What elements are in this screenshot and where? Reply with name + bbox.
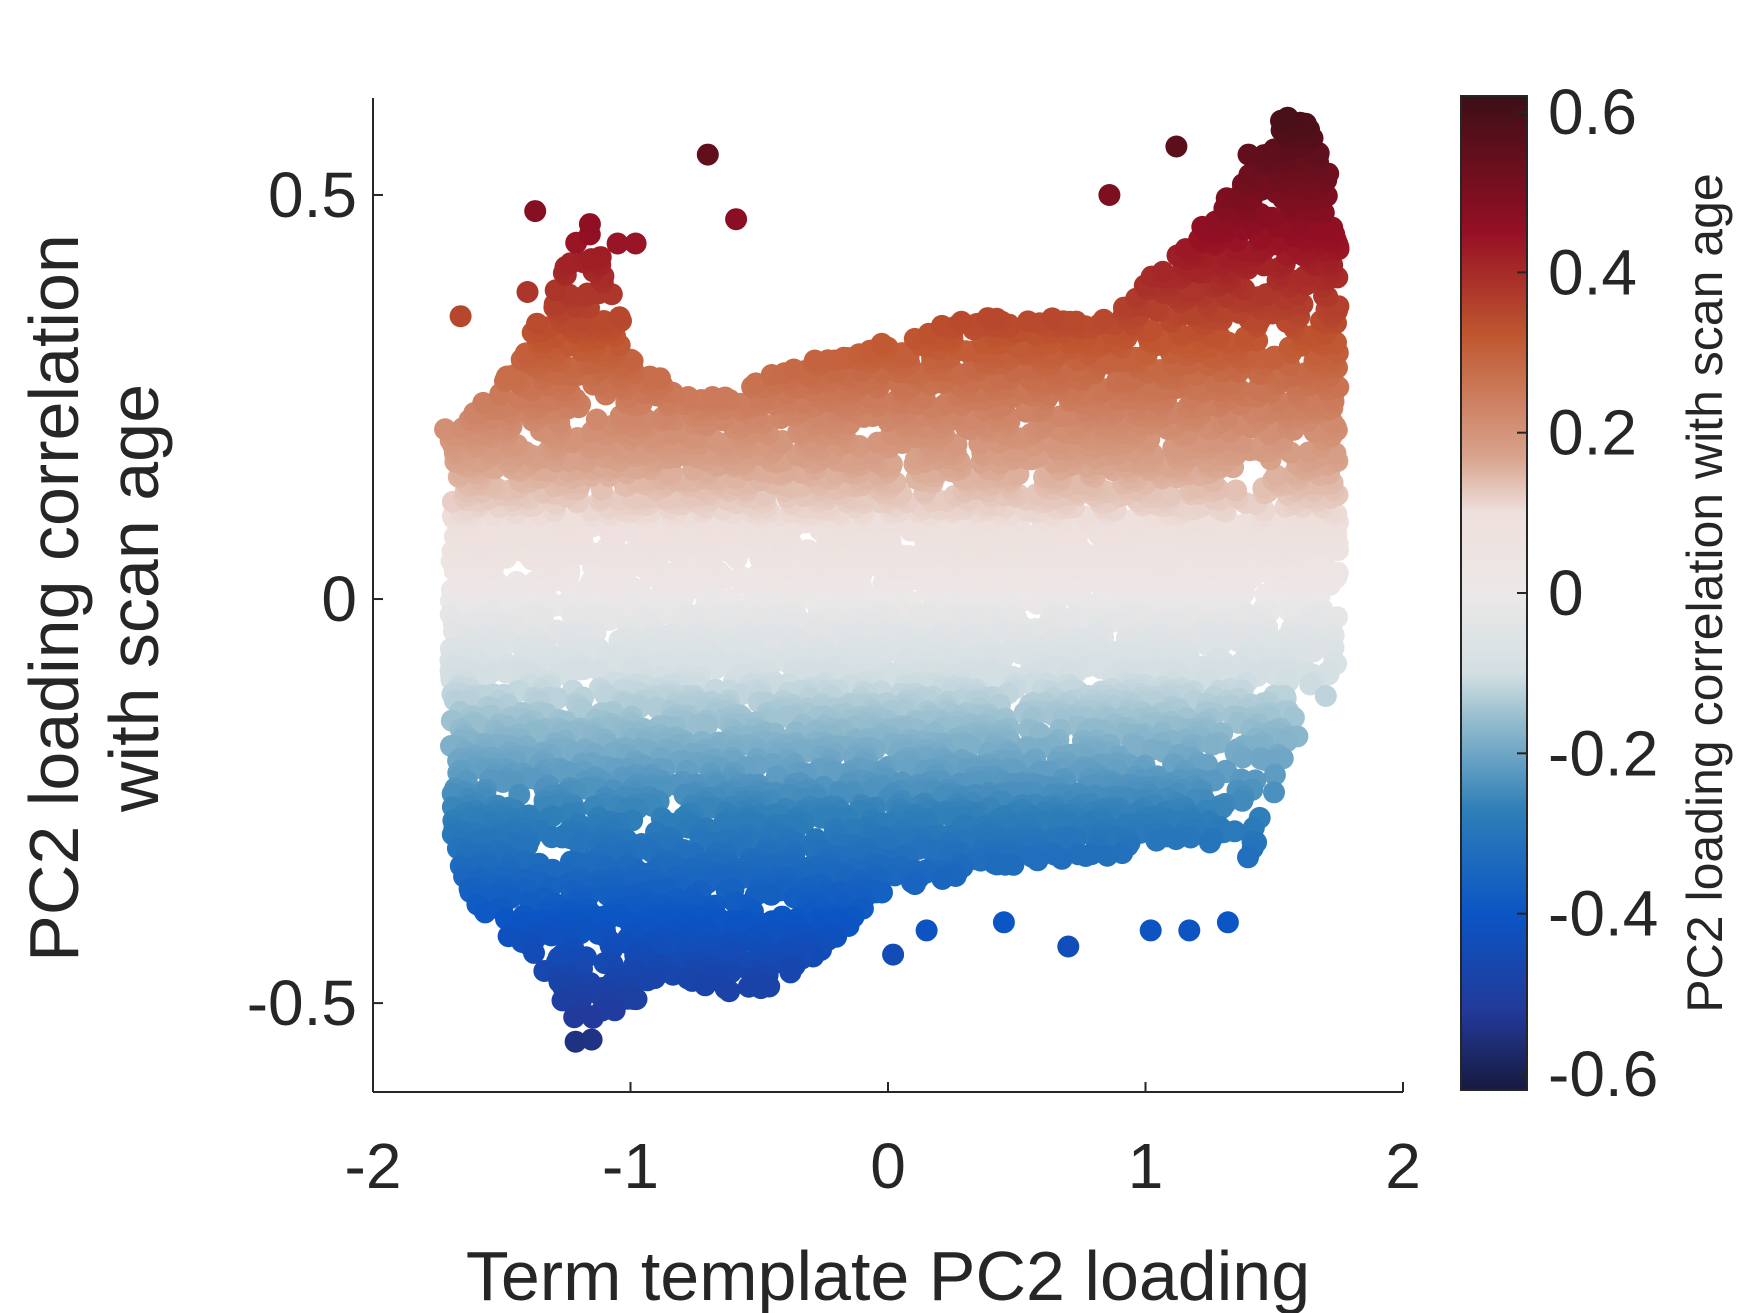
data-point	[701, 386, 724, 408]
data-point	[505, 570, 528, 593]
data-point	[1299, 673, 1322, 696]
scatter-points	[434, 106, 1350, 1053]
data-point	[1159, 485, 1182, 507]
data-point	[782, 358, 805, 381]
data-point	[585, 408, 608, 431]
data-point	[1263, 781, 1285, 804]
data-point	[730, 565, 753, 588]
data-point	[1225, 479, 1248, 502]
data-point	[1314, 685, 1337, 707]
data-point	[598, 608, 621, 631]
data-point	[546, 687, 569, 710]
